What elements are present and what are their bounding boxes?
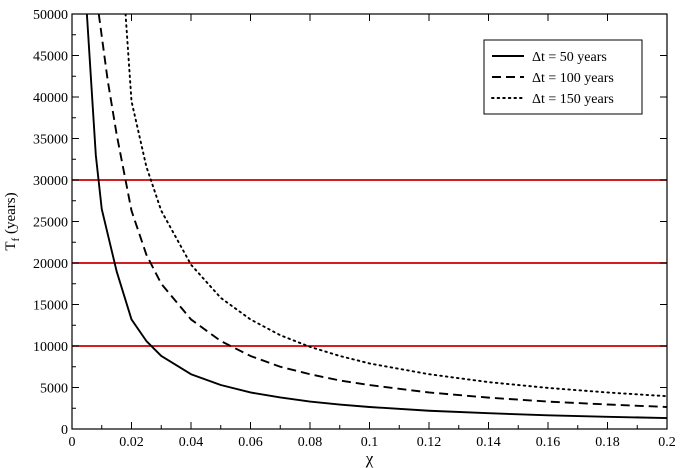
legend-label-1: Δt = 50 years	[532, 50, 607, 65]
series-line-2	[97, 14, 667, 408]
x-axis-label: χ	[365, 449, 374, 468]
x-tick-label: 0.16	[536, 435, 561, 450]
x-tick-label: 0.12	[417, 435, 442, 450]
x-tick-label: 0.06	[238, 435, 263, 450]
x-tick-label: 0.1	[361, 435, 379, 450]
y-axis-label-main: T	[3, 241, 19, 250]
y-axis-label-units: (years)	[3, 192, 19, 237]
y-tick-label: 20000	[33, 257, 68, 272]
y-axis-label: Tf (years)	[3, 192, 22, 250]
legend-label-2: Δt = 100 years	[532, 71, 614, 86]
reference-lines	[72, 179, 667, 347]
y-tick-label: 15000	[33, 299, 68, 314]
y-tick-label: 30000	[33, 174, 68, 189]
legend-label-3: Δt = 150 years	[532, 92, 614, 107]
x-tick-label: 0.2	[658, 435, 676, 450]
y-tick-label: 40000	[33, 91, 68, 106]
x-tick-label: 0.04	[179, 435, 204, 450]
y-tick-label: 50000	[33, 8, 68, 23]
x-tick-label: 0.08	[298, 435, 323, 450]
series-line-1	[85, 14, 667, 419]
x-tick-label: 0.18	[595, 435, 620, 450]
y-tick-label: 35000	[33, 133, 68, 148]
y-axis-label-subscript: f	[10, 237, 22, 241]
axis-ticks: 0 0.02 0.04 0.06 0.08 0.1 0.12 0.14 0.16 0.18 0.2 0…	[33, 8, 676, 450]
svg-text:Tf (years): Tf (years)	[3, 192, 22, 250]
x-tick-label: 0	[69, 435, 76, 450]
y-tick-label: 45000	[33, 50, 68, 65]
y-tick-label: 10000	[33, 340, 68, 355]
series-lines	[85, 14, 667, 419]
y-tick-label: 25000	[33, 216, 68, 231]
y-tick-label: 5000	[40, 382, 68, 397]
x-tick-label: 0.02	[119, 435, 144, 450]
y-tick-label: 0	[61, 423, 68, 438]
x-tick-label: 0.14	[476, 435, 501, 450]
legend: Δt = 50 years Δt = 100 years Δt = 150 year…	[483, 39, 643, 115]
series-line-3	[124, 14, 667, 398]
